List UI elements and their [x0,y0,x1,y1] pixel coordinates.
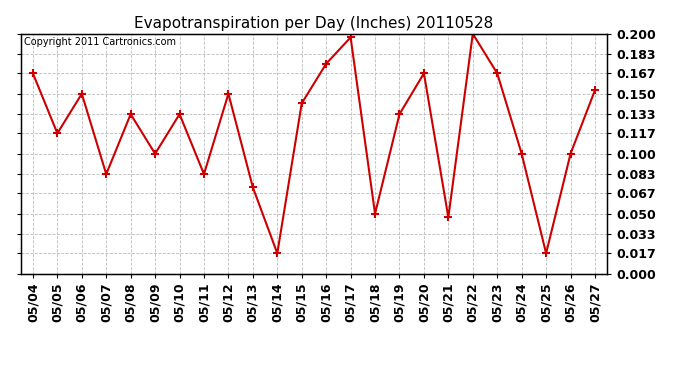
Title: Evapotranspiration per Day (Inches) 20110528: Evapotranspiration per Day (Inches) 2011… [135,16,493,31]
Text: Copyright 2011 Cartronics.com: Copyright 2011 Cartronics.com [23,38,176,47]
